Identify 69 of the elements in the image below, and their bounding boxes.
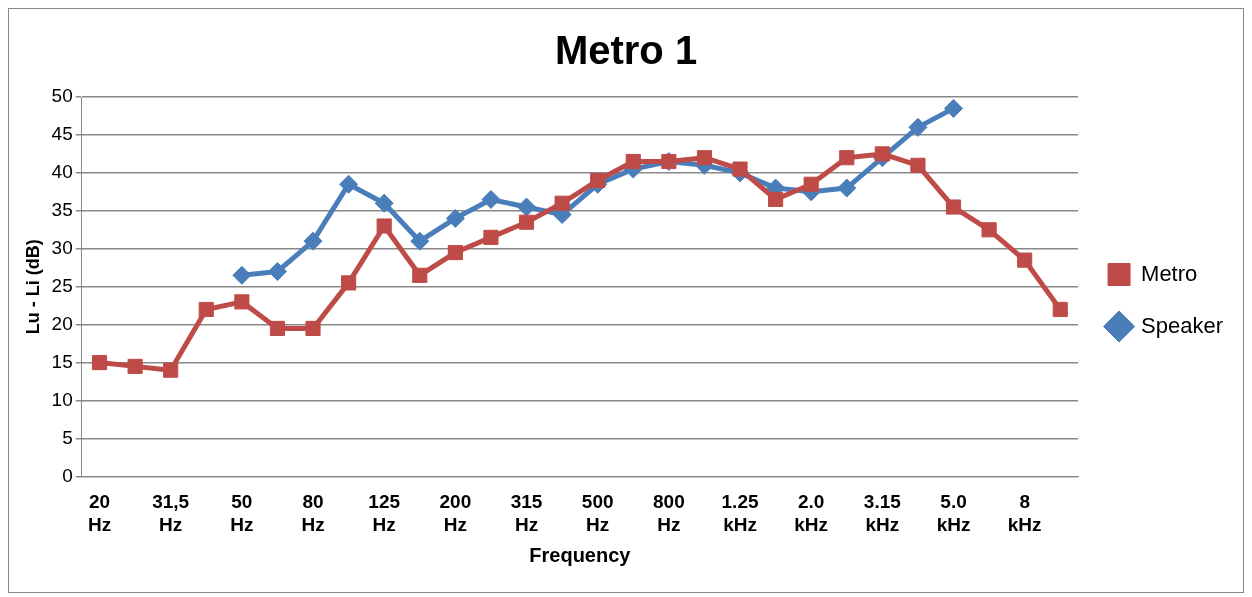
- y-tick-label: 45: [51, 123, 73, 145]
- y-tick-label: 40: [51, 161, 73, 183]
- x-tick-label: 315 Hz: [510, 491, 543, 535]
- y-tick-label: 20: [51, 312, 73, 334]
- chart-title: Metro 1: [554, 28, 698, 73]
- point: [518, 214, 535, 230]
- x-tick-label: 20 Hz: [87, 491, 112, 535]
- point: [768, 191, 784, 208]
- point: [410, 231, 430, 251]
- x-tick-label: 1.25 kHz: [721, 491, 759, 535]
- x-tick-label: 31,5 Hz: [152, 491, 190, 535]
- point: [481, 189, 501, 209]
- y-tick-label: 50: [51, 85, 73, 107]
- point: [303, 231, 323, 251]
- point: [91, 355, 108, 371]
- point: [517, 197, 537, 217]
- legend-label: Speaker: [1141, 312, 1224, 338]
- x-tick-label: 800 Hz: [653, 491, 685, 535]
- point: [232, 265, 252, 285]
- point: [445, 208, 465, 228]
- point: [234, 294, 250, 310]
- point: [908, 117, 928, 137]
- point: [483, 229, 499, 245]
- legend-label: Metro: [1141, 260, 1198, 286]
- point: [1017, 252, 1033, 268]
- y-axis-title: Lu - Li (dB): [22, 239, 43, 335]
- y-tick-label: 25: [51, 274, 73, 296]
- x-tick-label: 50 Hz: [230, 491, 254, 535]
- point: [305, 320, 321, 337]
- point: [376, 218, 392, 234]
- point: [945, 199, 962, 215]
- point: [1052, 301, 1068, 318]
- point: [339, 174, 359, 194]
- x-axis-title: Frequency: [529, 543, 632, 566]
- x-tick-label: 500 Hz: [581, 491, 614, 535]
- x-tick-label: 8 kHz: [1007, 491, 1042, 535]
- y-tick-label: 15: [51, 350, 73, 372]
- point: [127, 358, 143, 374]
- point: [839, 150, 855, 166]
- x-tick-label: 2.0 kHz: [794, 491, 829, 535]
- point: [447, 244, 463, 261]
- x-tick-label: 3.15 kHz: [863, 491, 902, 535]
- y-tick-label: 5: [62, 426, 73, 448]
- point: [910, 157, 926, 173]
- point: [732, 161, 748, 177]
- y-tick-label: 30: [51, 236, 73, 258]
- point: [412, 267, 428, 283]
- x-tick-label: 125 Hz: [368, 491, 401, 535]
- point: [590, 172, 606, 189]
- point: [981, 222, 997, 238]
- x-tick-label: 200 Hz: [439, 491, 472, 535]
- x-tick-label: 5.0 kHz: [936, 491, 971, 535]
- y-tick-label: 0: [62, 464, 73, 486]
- point: [874, 146, 890, 162]
- y-tick-label: 10: [51, 388, 73, 410]
- point: [163, 362, 179, 378]
- x-tick-label: 80 Hz: [301, 491, 325, 535]
- point: [374, 193, 394, 213]
- point: [837, 178, 857, 198]
- point: [944, 98, 964, 118]
- point: [625, 153, 641, 170]
- point: [269, 320, 286, 337]
- point: [803, 176, 819, 192]
- point: [554, 195, 570, 211]
- y-tick-label: 35: [51, 199, 73, 221]
- point: [341, 275, 357, 291]
- point: [198, 301, 214, 318]
- point: [696, 150, 713, 166]
- point: [267, 262, 287, 282]
